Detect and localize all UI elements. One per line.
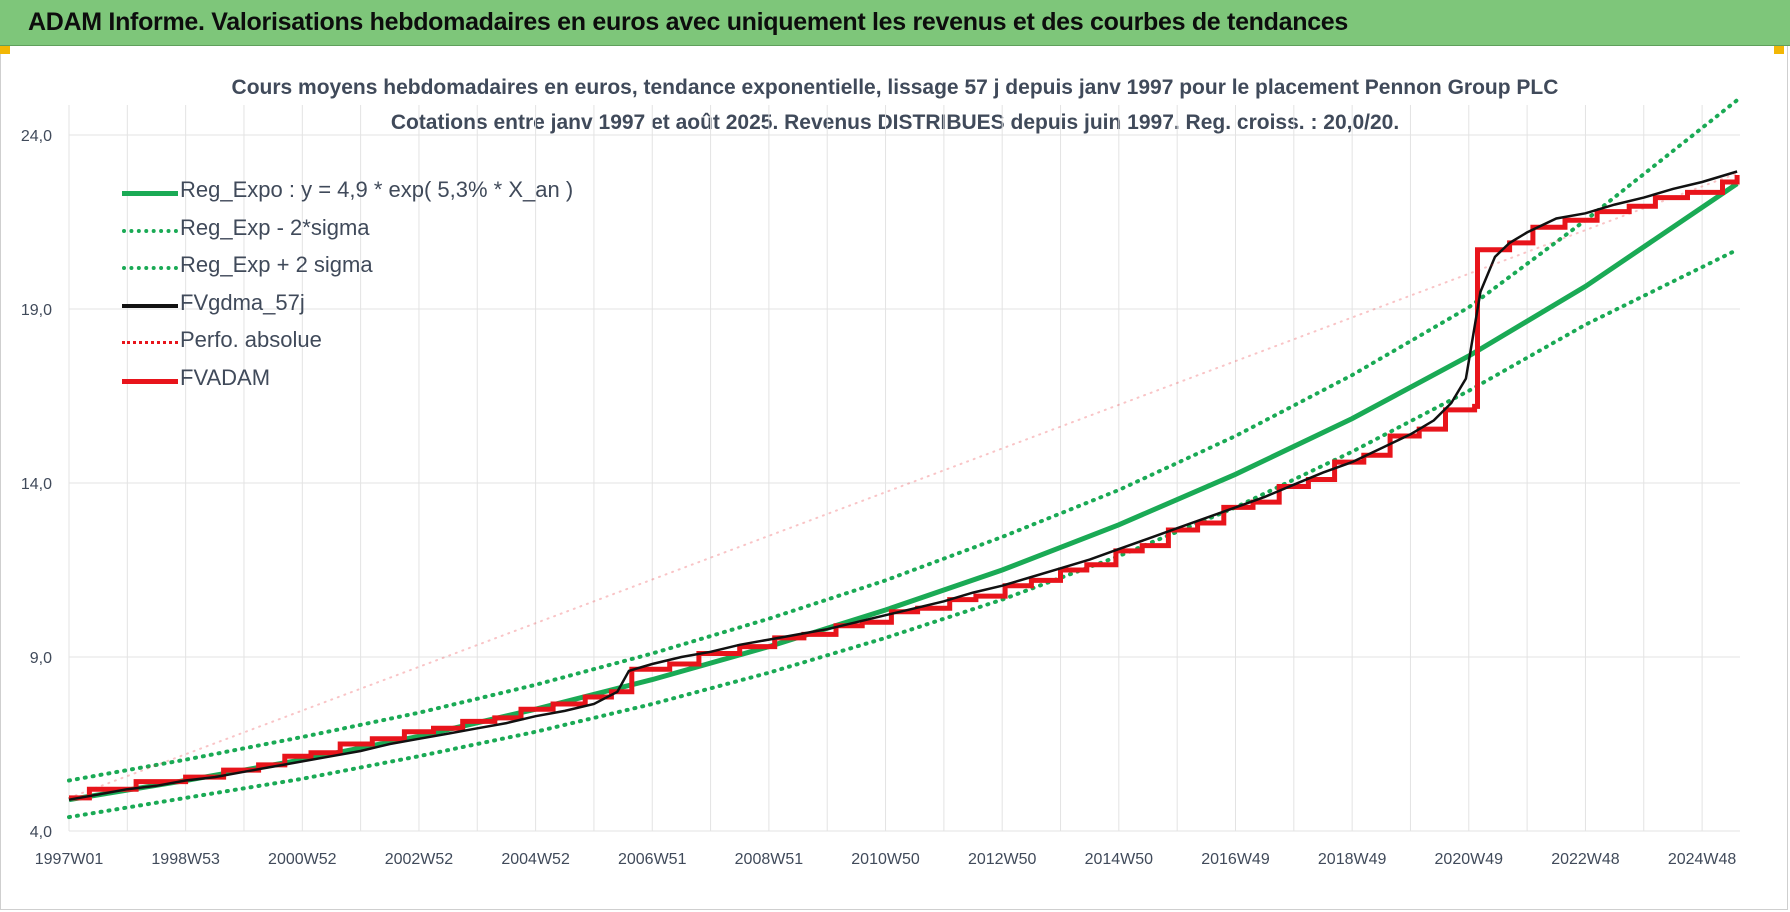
legend-swatch: [122, 266, 178, 270]
legend-swatch: [122, 191, 178, 196]
chart-area: [0, 46, 1788, 910]
legend-swatch: [122, 228, 178, 233]
chart-subtitle: Cotations entre janv 1997 et août 2025. …: [390, 111, 1400, 134]
legend-label: Reg_Expo : y = 4,9 * exp( 5,3% * X_an ): [180, 177, 574, 202]
legend-label: Reg_Exp + 2 sigma: [180, 252, 373, 277]
legend-swatch: [122, 378, 178, 384]
legend-swatch: [122, 341, 178, 344]
corner-handle: [0, 46, 10, 54]
report-banner: ADAM Informe. Valorisations hebdomadaire…: [0, 0, 1790, 46]
corner-handle: [1774, 46, 1784, 54]
report-title: ADAM Informe. Valorisations hebdomadaire…: [28, 8, 1349, 36]
legend-label: Reg_Exp - 2*sigma: [180, 214, 370, 240]
legend-label: Perfo. absolue: [180, 327, 322, 352]
legend-label: FVgdma_57j: [180, 289, 305, 315]
chart-title: Cours moyens hebdomadaires en euros, ten…: [231, 76, 1559, 99]
legend-label: FVADAM: [180, 364, 271, 390]
legend-swatch: [122, 303, 178, 308]
